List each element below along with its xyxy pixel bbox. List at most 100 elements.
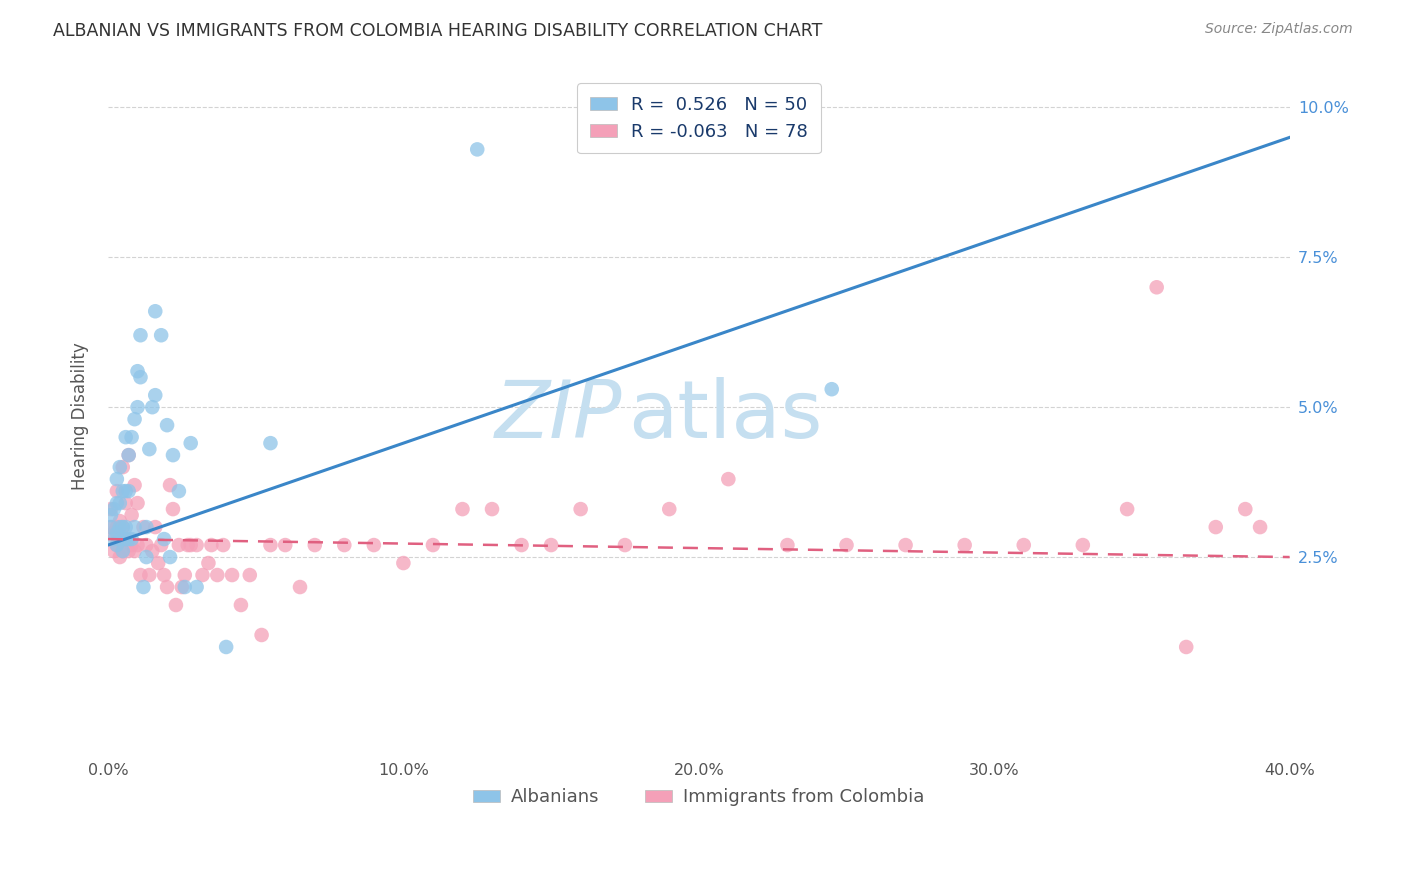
Point [124,544,146,558]
Point [111,484,134,499]
Point [1012,538,1035,552]
Point [259,436,281,450]
Point [143,388,166,402]
Point [288,580,311,594]
Point [103,544,125,558]
Point [121,430,143,444]
Point [212,538,235,552]
Point [129,328,152,343]
Point [108,514,131,528]
Point [1146,280,1168,294]
Point [121,538,143,552]
Point [127,364,149,378]
Point [717,472,740,486]
Point [108,496,131,510]
Point [111,520,134,534]
Point [135,550,157,565]
Point [105,496,128,510]
Point [135,538,157,552]
Point [105,538,128,552]
Point [153,568,176,582]
Point [105,484,128,499]
Point [105,520,128,534]
Point [114,484,136,499]
Point [100,520,122,534]
Point [111,460,134,475]
Point [167,484,190,499]
Point [121,532,143,546]
Point [105,526,128,541]
Point [141,544,163,558]
Point [118,484,141,499]
Point [124,478,146,492]
Point [200,538,222,552]
Point [114,430,136,444]
Point [363,538,385,552]
Point [103,532,125,546]
Point [118,448,141,462]
Point [1116,502,1139,516]
Point [156,418,179,433]
Point [135,520,157,534]
Point [229,598,252,612]
Point [108,532,131,546]
Point [141,400,163,414]
Point [180,436,202,450]
Point [510,538,533,552]
Point [153,532,176,546]
Point [250,628,273,642]
Y-axis label: Hearing Disability: Hearing Disability [72,343,89,490]
Point [114,520,136,534]
Point [132,580,155,594]
Point [124,412,146,426]
Point [333,538,356,552]
Point [127,538,149,552]
Point [1234,502,1257,516]
Point [108,550,131,565]
Point [165,598,187,612]
Point [138,442,160,457]
Point [1071,538,1094,552]
Point [129,370,152,384]
Point [173,568,195,582]
Point [159,550,181,565]
Point [167,538,190,552]
Point [100,520,122,534]
Point [162,448,184,462]
Point [207,568,229,582]
Point [658,502,681,516]
Point [776,538,799,552]
Point [129,568,152,582]
Point [118,532,141,546]
Point [108,520,131,534]
Point [143,304,166,318]
Point [105,472,128,486]
Point [569,502,592,516]
Point [1205,520,1227,534]
Point [835,538,858,552]
Point [1175,640,1198,654]
Point [143,520,166,534]
Point [894,538,917,552]
Point [177,538,200,552]
Point [613,538,636,552]
Point [180,538,202,552]
Point [197,556,219,570]
Point [304,538,326,552]
Point [108,460,131,475]
Point [215,640,238,654]
Point [103,502,125,516]
Point [173,580,195,594]
Point [148,556,170,570]
Point [121,508,143,522]
Point [127,400,149,414]
Point [274,538,297,552]
Point [118,448,141,462]
Point [105,538,128,552]
Point [111,544,134,558]
Point [103,526,125,541]
Point [170,580,193,594]
Point [1249,520,1271,534]
Point [239,568,262,582]
Point [114,532,136,546]
